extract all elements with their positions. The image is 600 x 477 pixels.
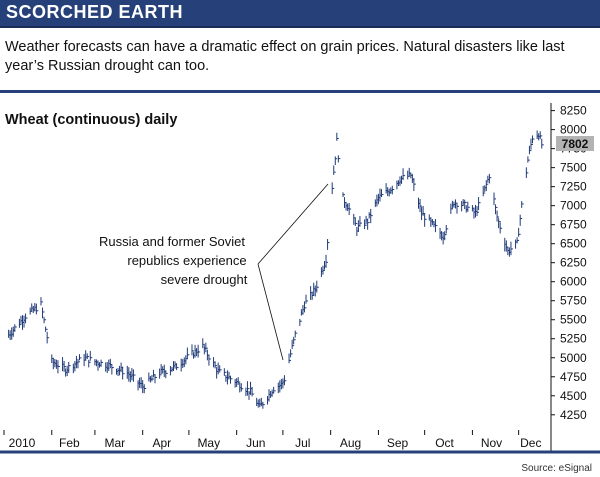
x-tick-label: Jun	[246, 436, 265, 450]
annotation: Russia and former Soviet republics exper…	[99, 183, 329, 361]
annotation-leader-line-2	[257, 263, 284, 361]
subtitle: Weather forecasts can have a dramatic ef…	[5, 39, 565, 74]
plot-frame	[0, 103, 600, 454]
annotation-leader-line-1	[257, 183, 329, 265]
y-tick-label: 6750	[560, 218, 587, 232]
x-tick-label: Sep	[387, 436, 409, 450]
annotation-line-3: severe drought	[161, 272, 248, 287]
x-tick-label: 2010	[9, 436, 36, 450]
source-note: Source: eSignal	[521, 463, 592, 474]
y-tick-label: 7000	[560, 199, 587, 213]
x-tick-label: May	[197, 436, 220, 450]
y-tick-label: 5250	[560, 332, 587, 346]
header-banner: SCORCHED EARTH	[0, 0, 600, 28]
x-tick-label: Mar	[104, 436, 125, 450]
y-axis-ticks: 8250800077507500725070006750650062506000…	[551, 104, 587, 422]
x-tick-label: Aug	[340, 436, 361, 450]
y-tick-label: 6250	[560, 256, 587, 270]
y-tick-label: 4250	[560, 408, 587, 422]
x-tick-label: Jul	[295, 436, 310, 450]
y-tick-label: 5500	[560, 313, 587, 327]
y-tick-label: 8250	[560, 104, 587, 118]
chart-title: Wheat (continuous) daily	[5, 112, 178, 128]
price-bars	[8, 130, 544, 409]
x-tick-label: Nov	[481, 436, 502, 450]
x-tick-label: Oct	[435, 436, 454, 450]
annotation-line-1: Russia and former Soviet	[99, 234, 245, 249]
last-price-label: 7802	[562, 137, 589, 151]
x-tick-label: Apr	[152, 436, 171, 450]
y-tick-label: 7250	[560, 180, 587, 194]
y-tick-label: 5000	[560, 351, 587, 365]
y-tick-label: 8000	[560, 123, 587, 137]
annotation-line-2: republics experience	[127, 253, 246, 268]
top-rule	[0, 90, 600, 93]
y-tick-label: 7500	[560, 161, 587, 175]
x-tick-label: Dec	[520, 436, 541, 450]
y-tick-label: 4500	[560, 389, 587, 403]
last-price-box	[556, 136, 594, 151]
y-tick-label: 6000	[560, 275, 587, 289]
last-price-marker: 7802	[556, 136, 594, 151]
x-tick-label: Feb	[59, 436, 80, 450]
y-tick-label: 4750	[560, 370, 587, 384]
header-title: SCORCHED EARTH	[6, 2, 184, 22]
y-tick-label: 5750	[560, 294, 587, 308]
y-tick-label: 6500	[560, 237, 587, 251]
x-axis-ticks: 2010 Feb Mar Apr May Jun Jul Aug Sep Oct Nov Dec	[3, 430, 541, 450]
